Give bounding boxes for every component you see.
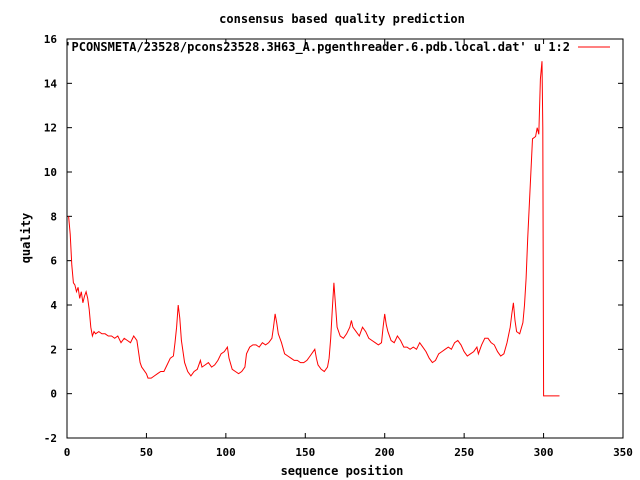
x-tick-label: 0 (64, 446, 71, 459)
y-tick-label: 0 (50, 388, 57, 401)
y-tick-label: 4 (50, 299, 57, 312)
data-series (68, 61, 560, 397)
y-tick-label: 2 (50, 343, 57, 356)
plot-frame (66, 38, 624, 439)
x-tick-label: 150 (295, 446, 315, 459)
y-tick-label: 10 (44, 166, 57, 179)
axis-ticks: 0 50 100 150 200 250 300 350 -2 0 2 4 6 8 10 12 14 16 (44, 33, 633, 459)
series-line-0 (68, 61, 560, 397)
legend-label: 'PCONSMETA/23528/pcons23528.3H63_A.pgent… (64, 40, 570, 55)
x-tick-label: 200 (375, 446, 395, 459)
y-tick-label: -2 (44, 432, 57, 445)
x-tick-label: 100 (216, 446, 236, 459)
x-tick-label: 350 (613, 446, 633, 459)
x-tick-label: 250 (454, 446, 474, 459)
x-axis-label: sequence position (281, 464, 404, 478)
y-tick-label: 6 (50, 255, 57, 268)
y-tick-label: 12 (44, 122, 57, 135)
x-tick-label: 300 (534, 446, 554, 459)
y-axis-label: quality (19, 213, 33, 264)
legend: 'PCONSMETA/23528/pcons23528.3H63_A.pgent… (64, 40, 610, 55)
y-tick-label: 16 (44, 33, 58, 46)
y-tick-label: 14 (44, 77, 58, 90)
chart-title: consensus based quality prediction (219, 12, 465, 26)
x-tick-label: 50 (140, 446, 153, 459)
y-tick-label: 8 (50, 210, 57, 223)
